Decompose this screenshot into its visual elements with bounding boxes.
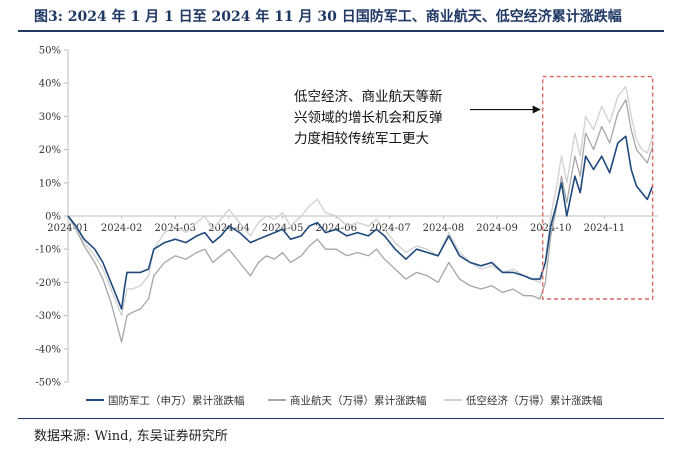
series-line-2 [67,99,654,343]
annotation-arrow-head [532,105,541,114]
x-tick-label: 2024-09 [476,223,518,234]
y-tick-label: -40% [35,344,61,355]
y-tick-label: 40% [39,79,61,90]
x-tick-label: 2024-02 [101,223,143,234]
legend-label-3: 低空经济（万得）累计涨跌幅 [466,394,603,407]
x-tick-label: 2024-06 [315,223,357,234]
series-line-3 [67,85,654,317]
y-tick-label: 50% [39,46,61,57]
annotation-text-line: 力度相较传统军工更大 [294,131,429,147]
figure-title: 图3: 2024 年 1 月 1 日至 2024 年 11 月 30 日国防军工… [34,9,622,25]
x-tick-label: 2024-01 [47,223,89,234]
title-rule [18,30,664,32]
legend-label-2: 商业航天（万得）累计涨跌幅 [290,394,427,407]
annotation-text-line: 低空经济、商业航天等新 [294,88,443,105]
y-tick-label: 10% [39,178,61,189]
y-tick-label: 20% [39,145,61,156]
y-tick-label: -10% [35,245,61,256]
x-tick-label: 2024-11 [584,223,626,234]
y-tick-label: -50% [35,378,61,389]
y-tick-label: -30% [35,311,61,322]
x-tick-label: 2024-05 [262,223,304,234]
annotation-text-line: 兴领域的增长机会和反弹 [294,110,443,126]
legend-label-1: 国防军工（申万）累计涨跌幅 [108,394,245,407]
y-tick-label: 0% [45,212,61,223]
y-tick-label: 30% [39,112,61,123]
highlight-box [541,75,654,300]
series-line-1 [67,135,654,310]
data-source-note: 数据来源: Wind, 东吴证券研究所 [34,429,228,444]
source-rule [18,418,664,419]
x-tick-label: 2024-03 [154,223,196,234]
x-tick-label: 2024-08 [423,223,465,234]
x-tick-label: 2024-04 [208,223,250,234]
y-tick-label: -20% [35,278,61,289]
x-tick-label: 2024-07 [369,223,411,234]
